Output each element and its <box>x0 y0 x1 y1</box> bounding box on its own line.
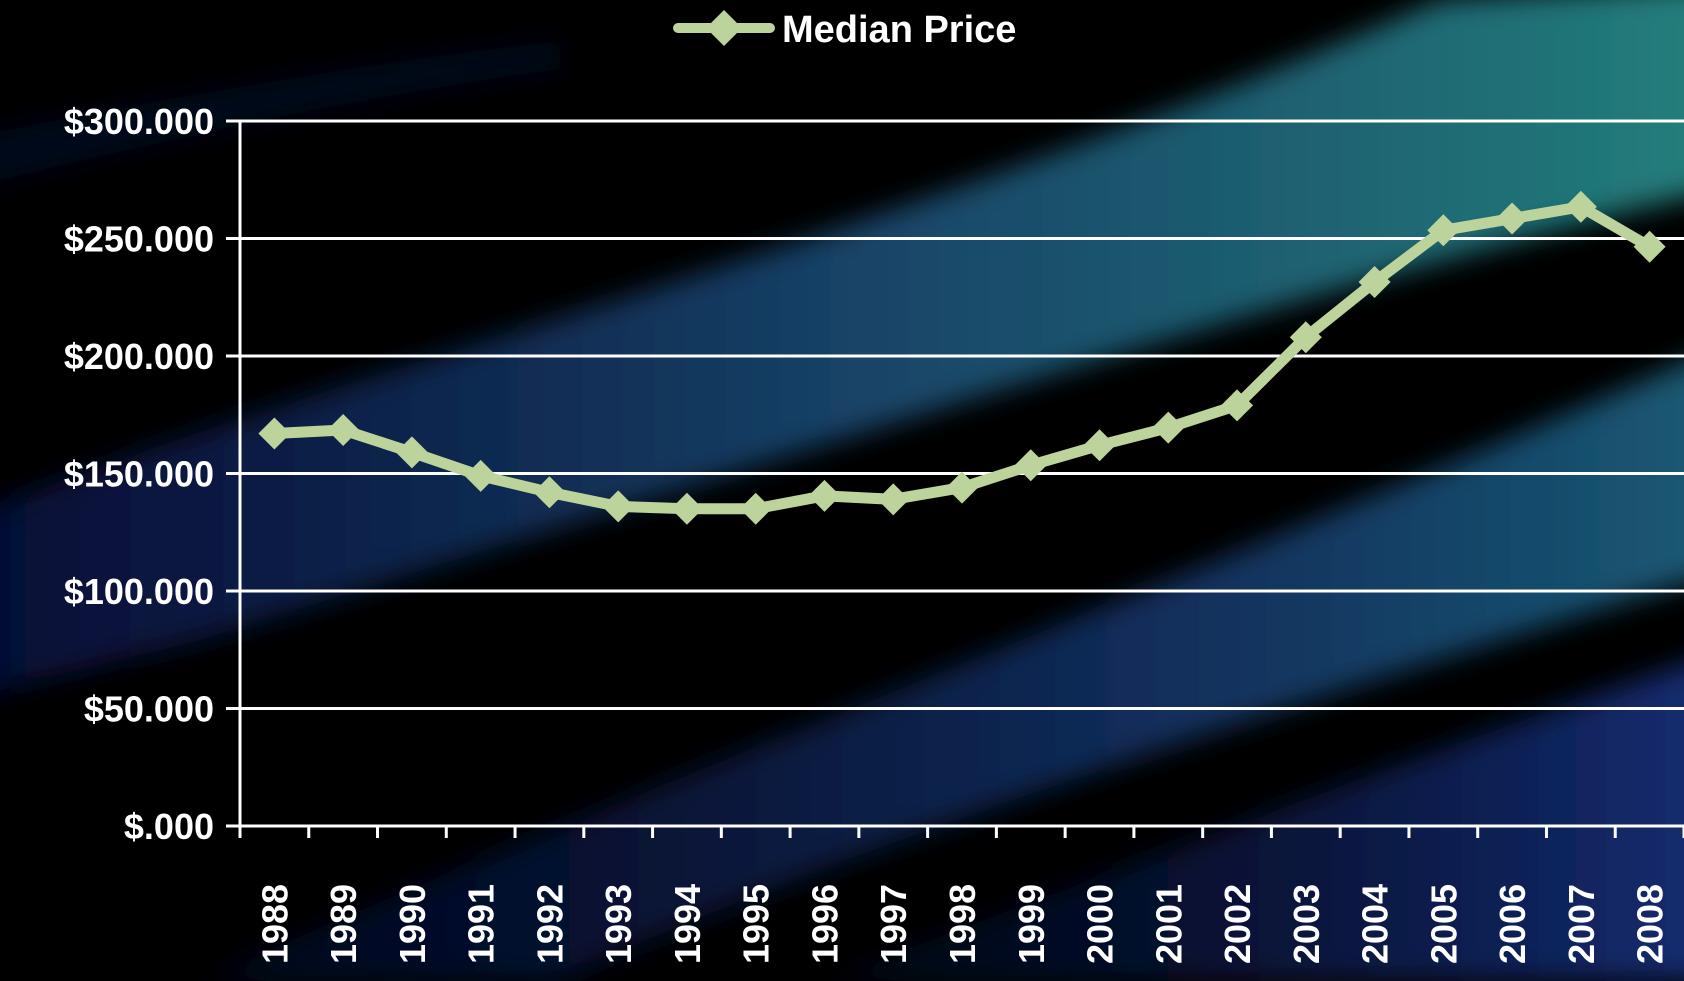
x-tick-label-2004: 2004 <box>1355 884 1396 964</box>
data-point-1999 <box>1014 449 1047 482</box>
data-point-1994 <box>670 492 703 525</box>
x-tick-label-2008: 2008 <box>1630 884 1671 964</box>
x-tick-label-2005: 2005 <box>1423 884 1464 964</box>
data-point-2002 <box>1221 389 1254 422</box>
data-point-1997 <box>877 483 910 516</box>
background-band-upper <box>0 0 1684 690</box>
axes <box>226 119 1684 838</box>
x-tick-label-1994: 1994 <box>667 884 708 964</box>
legend-diamond-icon <box>706 10 742 46</box>
legend-label: Median Price <box>782 9 1016 51</box>
data-point-1991 <box>464 459 497 492</box>
y-tick-label-6: $300.000 <box>64 101 214 142</box>
data-point-1989 <box>327 414 360 447</box>
data-point-2008 <box>1633 230 1666 263</box>
x-tick-label-2000: 2000 <box>1080 884 1121 964</box>
data-point-1998 <box>946 471 978 504</box>
x-tick-label-1993: 1993 <box>598 884 639 964</box>
background-band-lower <box>820 664 1684 981</box>
x-tick-label-2003: 2003 <box>1286 884 1327 964</box>
data-point-2005 <box>1427 214 1460 247</box>
x-tick-label-2007: 2007 <box>1561 884 1602 964</box>
x-tick-label-2006: 2006 <box>1492 884 1533 964</box>
x-tick-label-1997: 1997 <box>873 884 914 964</box>
data-point-2000 <box>1083 429 1116 462</box>
data-point-1990 <box>395 436 428 469</box>
data-point-1995 <box>739 492 772 525</box>
x-tick-label-2001: 2001 <box>1148 884 1189 964</box>
legend: Median Price <box>673 9 1016 51</box>
series-median-price <box>258 190 1666 525</box>
x-tick-label-1989: 1989 <box>323 884 364 964</box>
data-point-2004 <box>1358 265 1391 298</box>
x-tick-label-1999: 1999 <box>1011 884 1052 964</box>
gridlines <box>240 119 1684 710</box>
data-point-1992 <box>533 476 566 509</box>
y-tick-label-0: $.000 <box>124 806 214 847</box>
data-point-2007 <box>1564 190 1597 223</box>
data-point-2006 <box>1496 202 1529 235</box>
x-tick-label-1996: 1996 <box>804 884 845 964</box>
x-tick-label-1998: 1998 <box>942 884 983 964</box>
y-tick-label-2: $100.000 <box>64 571 214 612</box>
y-tick-label-1: $50.000 <box>84 689 214 730</box>
y-tick-label-3: $150.000 <box>64 454 214 495</box>
x-tick-label-1995: 1995 <box>736 884 777 964</box>
data-point-1988 <box>258 417 291 450</box>
y-tick-label-4: $200.000 <box>64 336 214 377</box>
x-tick-label-1988: 1988 <box>254 884 295 964</box>
y-tick-labels: $.000 $50.000 $100.000 $150.000 $200.000 $250… <box>64 101 214 847</box>
data-point-2003 <box>1289 321 1322 354</box>
background-band-faint <box>0 40 560 181</box>
x-tick-label-1991: 1991 <box>461 884 502 964</box>
y-tick-label-5: $250.000 <box>64 219 214 260</box>
x-tick-label-1992: 1992 <box>529 884 570 964</box>
data-point-1996 <box>808 479 841 512</box>
data-point-1993 <box>602 490 635 523</box>
x-tick-label-2002: 2002 <box>1217 884 1258 964</box>
data-point-2001 <box>1152 411 1185 444</box>
x-tick-labels: 1988 1989 1990 1991 1992 1993 1994 1995 1996 1997… <box>254 884 1670 964</box>
x-tick-label-1990: 1990 <box>392 884 433 964</box>
